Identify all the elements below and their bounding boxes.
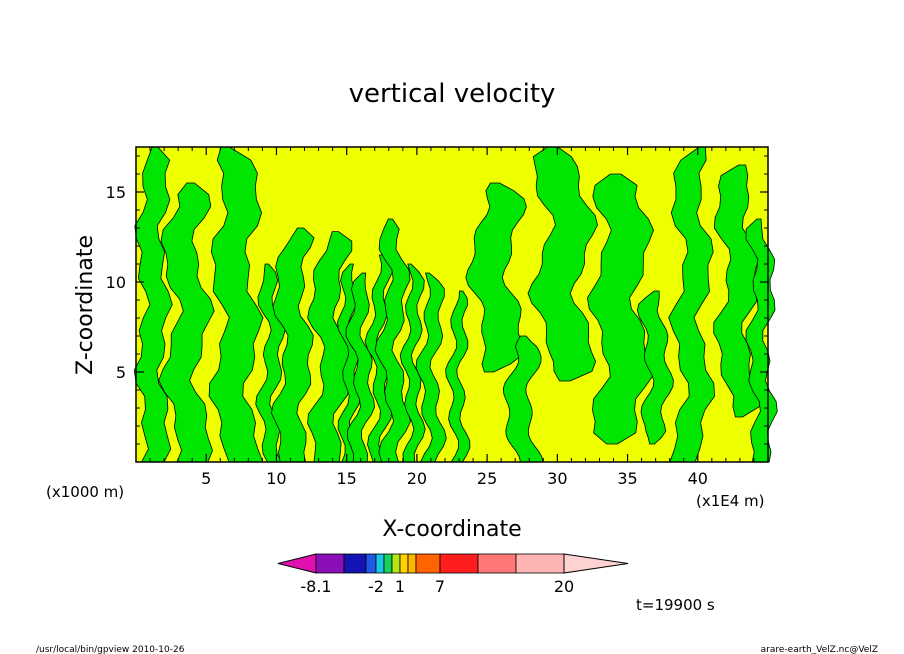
contour-region-17 <box>636 290 674 445</box>
contour-region-4 <box>271 227 315 463</box>
colorbar-labels: -8.1 -2 1 7 20 <box>300 577 574 596</box>
x-axis-label: X-coordinate <box>382 517 521 542</box>
colorbar-segment <box>407 553 417 574</box>
footer-left: /usr/local/bin/gpview 2010-10-26 <box>36 645 185 654</box>
plot-frame <box>135 146 769 463</box>
colorbar-label: 1 <box>395 577 405 596</box>
footer-right: arare-earth_VelZ.nc@VelZ <box>761 645 878 654</box>
colorbar-segment <box>375 553 385 574</box>
colorbar-segment <box>383 553 393 574</box>
x-tick-label: 35 <box>617 469 637 488</box>
colorbar-segment <box>365 553 377 574</box>
colorbar-label: 20 <box>554 577 574 596</box>
contour-region-13 <box>465 182 527 373</box>
x-tick-label: 40 <box>688 469 708 488</box>
chart-title: vertical velocity <box>349 79 556 109</box>
x-unit-left: (x1000 m) <box>46 483 124 501</box>
x-tick-label: 20 <box>407 469 427 488</box>
contour-region-16 <box>586 173 654 445</box>
contour-region-20 <box>745 218 778 463</box>
colorbar-label: -8.1 <box>300 577 331 596</box>
colorbar-segment <box>343 553 367 574</box>
contour-region-19 <box>713 164 763 418</box>
x-unit-right: (x1E4 m) <box>696 492 765 510</box>
colorbar-segment <box>399 553 409 574</box>
colorbar-segment <box>391 553 401 574</box>
colorbar-label: 7 <box>435 577 445 596</box>
x-axis-ticks: 5 10 15 20 25 30 35 40 <box>149 147 755 488</box>
colorbar-segment <box>315 553 345 574</box>
contour-region-11 <box>415 272 447 463</box>
x-tick-label: 10 <box>266 469 286 488</box>
colorbar <box>277 553 629 574</box>
contour-field <box>133 146 778 463</box>
colorbar-segment <box>515 553 565 574</box>
contour-region-1 <box>158 182 215 463</box>
y-axis-ticks: 5 10 15 <box>106 155 768 445</box>
plot-area: 5 10 15 20 25 30 35 40 5 10 15 <box>106 146 778 488</box>
x-tick-label: 15 <box>336 469 356 488</box>
contour-region-3 <box>255 263 286 463</box>
contour-region-10 <box>399 263 426 463</box>
y-tick-label: 10 <box>106 273 126 292</box>
colorbar-segment <box>415 553 441 574</box>
contour-region-9 <box>374 218 411 463</box>
colorbar-segment <box>439 553 479 574</box>
contour-region-14 <box>502 335 544 463</box>
colorbar-arrow-right <box>563 553 629 574</box>
contour-region-7 <box>345 272 376 463</box>
y-tick-label: 15 <box>106 183 126 202</box>
x-tick-label: 25 <box>477 469 497 488</box>
y-tick-label: 5 <box>116 363 126 382</box>
colorbar-segment <box>477 553 517 574</box>
colorbar-label: -2 <box>368 577 384 596</box>
colorbar-arrow-left <box>277 553 317 574</box>
contour-region-12 <box>445 290 471 463</box>
x-tick-label: 30 <box>547 469 567 488</box>
x-tick-label: 5 <box>201 469 211 488</box>
time-annotation: t=19900 s <box>636 596 715 614</box>
y-axis-label: Z-coordinate <box>73 235 98 375</box>
